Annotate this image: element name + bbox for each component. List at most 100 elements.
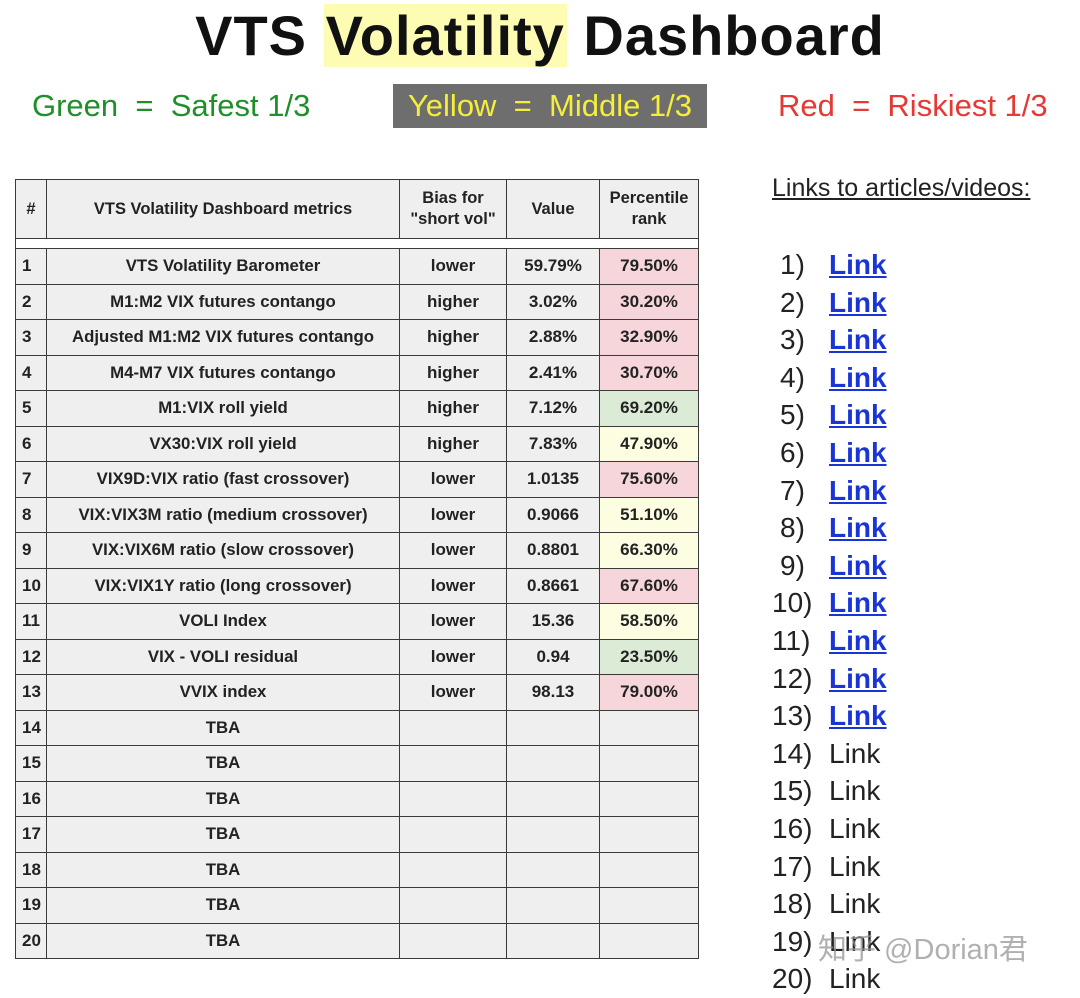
row-number: 13 bbox=[15, 674, 47, 711]
title-highlight: Volatility bbox=[323, 4, 567, 67]
article-link[interactable]: Link bbox=[829, 399, 887, 431]
link-list-item: 5) Link bbox=[772, 396, 887, 434]
bias-cell: lower bbox=[399, 674, 507, 711]
percentile-cell: 58.50% bbox=[599, 603, 699, 640]
metric-name: TBA bbox=[46, 851, 400, 888]
page-title: VTS Volatility Dashboard bbox=[0, 2, 1080, 70]
article-link[interactable]: Link bbox=[829, 700, 887, 732]
legend-green: Green = Safest 1/3 bbox=[32, 88, 311, 123]
bias-cell: lower bbox=[399, 638, 507, 675]
article-link[interactable]: Link bbox=[829, 324, 887, 356]
table-row: 18 TBA bbox=[15, 851, 699, 888]
link-index: 16) bbox=[772, 812, 813, 844]
watermark: 知乎 @Dorian君 bbox=[818, 934, 1028, 966]
row-number: 16 bbox=[15, 780, 47, 817]
table-row: 13 VVIX index lower 98.13 79.00% bbox=[15, 674, 699, 711]
link-list-item: 11) Link bbox=[772, 622, 887, 660]
link-index: 8) bbox=[780, 512, 805, 544]
metric-name: TBA bbox=[46, 709, 400, 746]
row-number: 14 bbox=[15, 709, 47, 746]
value-cell: 2.88% bbox=[506, 319, 600, 356]
percentile-cell: 66.30% bbox=[599, 532, 699, 569]
table-spacer-row bbox=[15, 238, 699, 249]
header-value: Value bbox=[506, 179, 600, 239]
link-list-item: 19) Link bbox=[772, 923, 887, 961]
row-number: 2 bbox=[15, 283, 47, 320]
value-cell bbox=[506, 816, 600, 853]
header-bias: Bias for "short vol" bbox=[399, 179, 507, 239]
bias-cell bbox=[399, 745, 507, 782]
metric-name: VIX - VOLI residual bbox=[46, 638, 400, 675]
metric-name: VIX:VIX3M ratio (medium crossover) bbox=[46, 496, 400, 533]
article-link[interactable]: Link bbox=[829, 474, 887, 506]
row-number: 1 bbox=[15, 248, 47, 285]
article-link[interactable]: Link bbox=[829, 361, 887, 393]
metric-name: M1:VIX roll yield bbox=[46, 390, 400, 427]
article-link[interactable]: Link bbox=[829, 286, 887, 318]
link-index: 15) bbox=[772, 775, 813, 807]
title-part-1: VTS bbox=[195, 4, 324, 67]
value-cell: 0.8661 bbox=[506, 567, 600, 604]
link-list-item: 7) Link bbox=[772, 472, 887, 510]
links-list: 1) Link 2) Link 3) Link 4) Link 5) Link 6) Link 7) Li… bbox=[772, 246, 887, 998]
table-row: 12 VIX - VOLI residual lower 0.94 23.50% bbox=[15, 638, 699, 675]
metric-name: TBA bbox=[46, 780, 400, 817]
value-cell: 7.83% bbox=[506, 425, 600, 462]
article-link[interactable]: Link bbox=[829, 587, 887, 619]
table-row: 9 VIX:VIX6M ratio (slow crossover) lower 0.… bbox=[15, 532, 699, 569]
row-number: 19 bbox=[15, 887, 47, 924]
header-metric: VTS Volatility Dashboard metrics bbox=[46, 179, 400, 239]
article-link[interactable]: Link bbox=[829, 662, 887, 694]
row-number: 4 bbox=[15, 354, 47, 391]
bias-cell bbox=[399, 780, 507, 817]
link-list-item: 9) Link bbox=[772, 547, 887, 585]
percentile-cell bbox=[599, 709, 699, 746]
table-row: 4 M4-M7 VIX futures contango higher 2.41% 30… bbox=[15, 354, 699, 391]
bias-cell bbox=[399, 851, 507, 888]
metric-name: VIX:VIX1Y ratio (long crossover) bbox=[46, 567, 400, 604]
percentile-cell bbox=[599, 887, 699, 924]
legend-yellow: Yellow = Middle 1/3 bbox=[393, 84, 707, 128]
row-number: 5 bbox=[15, 390, 47, 427]
table-row: 15 TBA bbox=[15, 745, 699, 782]
article-link[interactable]: Link bbox=[829, 624, 887, 656]
table-row: 11 VOLI Index lower 15.36 58.50% bbox=[15, 603, 699, 640]
table-row: 2 M1:M2 VIX futures contango higher 3.02% 30… bbox=[15, 283, 699, 320]
bias-cell: higher bbox=[399, 354, 507, 391]
value-cell bbox=[506, 851, 600, 888]
link-index: 2) bbox=[780, 286, 805, 318]
legend-red: Red = Riskiest 1/3 bbox=[778, 88, 1048, 123]
link-list-item: 18) Link bbox=[772, 885, 887, 923]
percentile-cell: 32.90% bbox=[599, 319, 699, 356]
article-link[interactable]: Link bbox=[829, 512, 887, 544]
link-list-item: 6) Link bbox=[772, 434, 887, 472]
header-percentile: Percentile rank bbox=[599, 179, 699, 239]
metrics-table: # VTS Volatility Dashboard metrics Bias … bbox=[15, 179, 699, 959]
inactive-link: Link bbox=[829, 925, 881, 957]
link-index: 14) bbox=[772, 737, 813, 769]
value-cell bbox=[506, 887, 600, 924]
links-heading: Links to articles/videos: bbox=[772, 174, 1031, 202]
link-index: 7) bbox=[780, 474, 805, 506]
link-list-item: 14) Link bbox=[772, 735, 887, 773]
metric-name: TBA bbox=[46, 816, 400, 853]
link-index: 18) bbox=[772, 888, 813, 920]
value-cell: 7.12% bbox=[506, 390, 600, 427]
percentile-cell: 67.60% bbox=[599, 567, 699, 604]
table-row: 7 VIX9D:VIX ratio (fast crossover) lower 1.… bbox=[15, 461, 699, 498]
article-link[interactable]: Link bbox=[829, 549, 887, 581]
table-row: 19 TBA bbox=[15, 887, 699, 924]
value-cell: 0.9066 bbox=[506, 496, 600, 533]
article-link[interactable]: Link bbox=[829, 436, 887, 468]
percentile-cell bbox=[599, 922, 699, 959]
link-list-item: 16) Link bbox=[772, 810, 887, 848]
article-link[interactable]: Link bbox=[829, 249, 887, 280]
bias-cell: higher bbox=[399, 390, 507, 427]
header-number: # bbox=[15, 179, 47, 239]
percentile-cell bbox=[599, 851, 699, 888]
link-index: 19) bbox=[772, 925, 813, 957]
link-list-item: 8) Link bbox=[772, 509, 887, 547]
value-cell: 3.02% bbox=[506, 283, 600, 320]
bias-cell bbox=[399, 922, 507, 959]
metric-name: M4-M7 VIX futures contango bbox=[46, 354, 400, 391]
